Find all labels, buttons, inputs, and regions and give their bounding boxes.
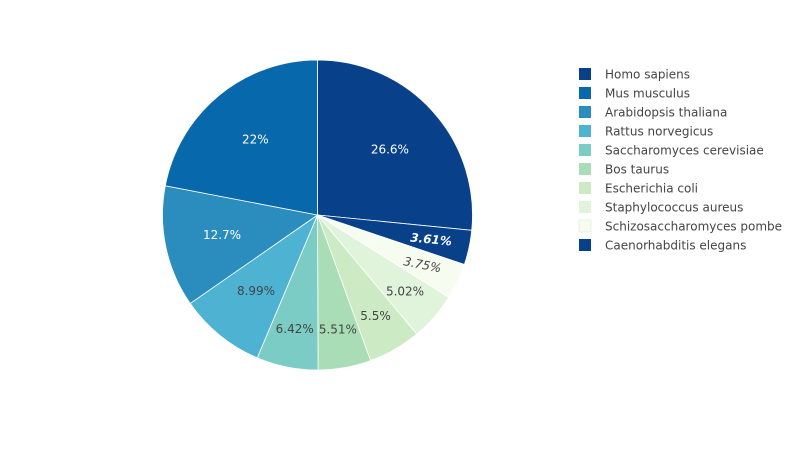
slice-label-saccharomyces-cerevisiae: 6.42%	[276, 322, 314, 336]
pie-slice-homo-sapiens[interactable]	[317, 59, 473, 231]
legend-item-mus-musculus[interactable]: Mus musculus	[579, 87, 690, 101]
slice-label-rattus-norvegicus: 8.99%	[237, 284, 275, 298]
legend-item-caenorhabditis-elegans[interactable]: Caenorhabditis elegans	[579, 239, 746, 253]
legend-label: Homo sapiens	[605, 68, 690, 82]
slice-label-homo-sapiens: 26.6%	[371, 142, 409, 156]
legend-label: Arabidopsis thaliana	[605, 106, 727, 120]
slice-label-escherichia-coli: 5.5%	[360, 309, 391, 323]
legend-label: Saccharomyces cerevisiae	[605, 144, 764, 158]
slice-label-staphylococcus-aureus: 5.02%	[386, 285, 424, 299]
slice-label-arabidopsis-thaliana: 12.7%	[203, 228, 241, 242]
legend-swatch	[579, 106, 591, 118]
legend-item-saccharomyces-cerevisiae[interactable]: Saccharomyces cerevisiae	[579, 144, 764, 158]
legend-label: Staphylococcus aureus	[605, 201, 743, 215]
legend-item-bos-taurus[interactable]: Bos taurus	[579, 163, 669, 177]
legend-swatch	[579, 87, 591, 99]
legend-swatch	[579, 239, 591, 251]
legend-label: Caenorhabditis elegans	[605, 239, 746, 253]
legend-swatch	[579, 163, 591, 175]
pie-slices	[162, 59, 473, 371]
slice-label-mus-musculus: 22%	[242, 133, 269, 147]
legend-label: Schizosaccharomyces pombe	[605, 220, 782, 234]
legend-label: Mus musculus	[605, 87, 690, 101]
legend-label: Bos taurus	[605, 163, 669, 177]
legend-label: Escherichia coli	[605, 182, 698, 196]
legend-item-rattus-norvegicus[interactable]: Rattus norvegicus	[579, 125, 713, 139]
slice-label-bos-taurus: 5.51%	[319, 322, 357, 336]
legend-swatch	[579, 68, 591, 80]
legend-item-schizosaccharomyces-pombe[interactable]: Schizosaccharomyces pombe	[578, 219, 782, 234]
legend-label: Rattus norvegicus	[605, 125, 713, 139]
pie-slice-mus-musculus[interactable]	[164, 59, 318, 216]
legend-swatch	[579, 182, 591, 194]
legend: Homo sapiens Mus musculus Arabidopsis thal…	[578, 68, 782, 253]
legend-item-escherichia-coli[interactable]: Escherichia coli	[579, 182, 698, 196]
pie-slice-rattus-norvegicus[interactable]	[189, 213, 319, 359]
legend-swatch	[579, 144, 591, 156]
legend-item-homo-sapiens[interactable]: Homo sapiens	[579, 68, 690, 82]
pie-slice-arabidopsis-thaliana[interactable]	[162, 185, 319, 305]
slice-label-caenorhabditis-elegans: 3.61%	[410, 231, 453, 249]
legend-swatch	[579, 201, 591, 213]
legend-swatch	[578, 219, 592, 233]
legend-item-arabidopsis-thaliana[interactable]: Arabidopsis thaliana	[579, 106, 727, 120]
legend-swatch	[579, 125, 591, 137]
legend-item-staphylococcus-aureus[interactable]: Staphylococcus aureus	[579, 201, 743, 215]
